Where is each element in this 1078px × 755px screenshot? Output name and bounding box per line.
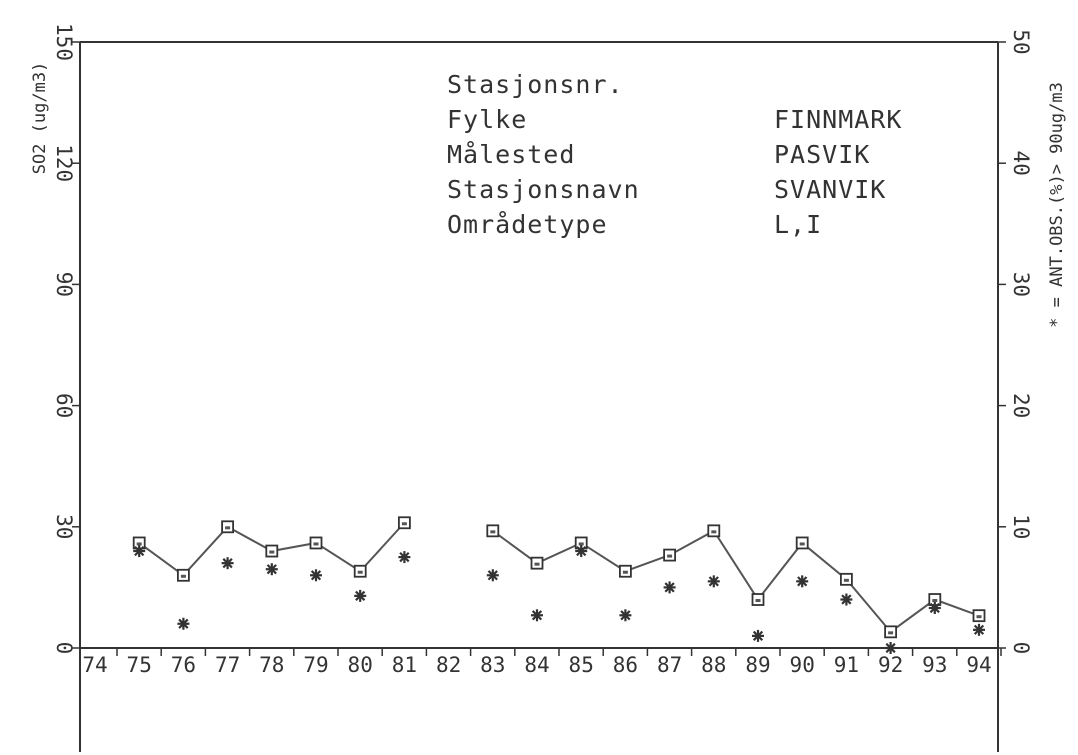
left-tick-label: 120	[52, 144, 76, 182]
right-axis-title: * = ANT.OBS.(%)> 90ug/m3	[1047, 82, 1067, 328]
exceedance-star	[884, 642, 897, 654]
x-tick-label: 92	[878, 653, 903, 677]
x-tick-label: 82	[436, 653, 461, 677]
x-tick-label: 77	[215, 653, 240, 677]
right-tick-label: 0	[1009, 642, 1033, 655]
exceedance-star	[575, 545, 588, 558]
info-label: Stasjonsnavn	[447, 175, 640, 204]
so2-point-center	[843, 578, 849, 582]
so2-point-center	[534, 562, 540, 566]
x-tick-label: 84	[524, 653, 549, 677]
so2-point-center	[180, 574, 186, 578]
so2-point-center	[401, 522, 407, 526]
exceedance-star	[752, 629, 764, 642]
so2-point-center	[622, 570, 628, 574]
right-tick-label: 20	[1009, 393, 1033, 418]
so2-point-center	[976, 615, 982, 619]
exceedance-star	[707, 575, 720, 588]
left-axis-ticks: 0 30 60 90 120 150	[52, 23, 80, 654]
exceedance-star	[928, 602, 941, 615]
exceedance-star	[486, 569, 499, 582]
info-label: Fylke	[447, 105, 527, 134]
so2-point-center	[888, 631, 894, 635]
so2-point-center	[667, 554, 673, 558]
x-tick-label: 93	[922, 653, 947, 677]
left-tick-label: 150	[52, 23, 76, 61]
chart-axes	[79, 41, 999, 752]
so2-point-center	[490, 530, 496, 534]
x-tick-label: 78	[259, 653, 284, 677]
so2-series-line	[492, 529, 980, 634]
exceedance-star	[133, 545, 146, 558]
right-tick-label: 10	[1009, 514, 1033, 539]
so2-point-center	[799, 542, 805, 546]
so2-point-center	[711, 530, 717, 534]
x-tick-label: 76	[171, 653, 196, 677]
x-tick-label: 80	[348, 653, 373, 677]
exceedance-star	[619, 609, 632, 622]
x-tick-label: 94	[966, 653, 991, 677]
exceedance-star	[310, 569, 322, 582]
x-tick-label: 91	[834, 653, 859, 677]
x-tick-label: 85	[569, 653, 594, 677]
exceedance-star	[354, 589, 367, 602]
info-label: Områdetype	[447, 210, 608, 239]
x-axis-ticks: 74 75 76 77 78 79 80 81 82 83 84 85 86 87 88 89 90 91 92 93…	[82, 648, 1002, 677]
x-tick-label: 75	[127, 653, 152, 677]
left-tick-label: 0	[52, 642, 76, 655]
so2-point-center	[136, 542, 142, 546]
info-value: PASVIK	[774, 140, 870, 169]
left-tick-label: 60	[52, 393, 76, 418]
exceedance-star	[840, 593, 853, 606]
station-info-box: Stasjonsnr. Fylke FINNMARK Målested PASVIK St…	[447, 70, 902, 239]
info-label: Målested	[447, 140, 575, 169]
so2-point-center	[357, 570, 363, 574]
x-tick-label: 74	[82, 653, 107, 677]
right-tick-label: 50	[1009, 29, 1033, 54]
so2-point-center	[932, 599, 938, 603]
right-tick-label: 30	[1009, 272, 1033, 297]
x-tick-label: 81	[392, 653, 417, 677]
info-value: FINNMARK	[774, 105, 902, 134]
exceedance-star	[796, 575, 809, 588]
so2-point-center	[269, 550, 275, 554]
left-tick-label: 90	[52, 272, 76, 297]
so2-point-center	[225, 526, 231, 530]
exceedance-star	[221, 557, 234, 570]
x-tick-label: 83	[480, 653, 505, 677]
x-tick-label: 86	[613, 653, 638, 677]
exceedance-star	[973, 623, 985, 636]
so2-point-center	[313, 542, 319, 546]
exceedance-star	[177, 617, 190, 630]
x-tick-label: 89	[745, 653, 770, 677]
info-label: Stasjonsnr.	[447, 70, 624, 99]
info-value: SVANVIK	[774, 175, 886, 204]
x-tick-label: 87	[657, 653, 682, 677]
left-tick-label: 30	[52, 514, 76, 539]
x-tick-label: 90	[790, 653, 815, 677]
so2-point-center	[755, 599, 761, 603]
right-tick-label: 40	[1009, 151, 1033, 176]
exceedance-star	[531, 609, 543, 622]
x-tick-label: 88	[701, 653, 726, 677]
right-axis-ticks: 0 10 20 30 40 50	[998, 29, 1033, 654]
info-value: L,I	[774, 210, 822, 239]
exceedance-star	[398, 551, 411, 564]
exceedance-star	[265, 563, 278, 576]
left-axis-title: SO2 (ug/m3)	[30, 62, 50, 175]
chart-series	[132, 516, 986, 654]
so2-point-center	[578, 542, 584, 546]
x-tick-label: 79	[303, 653, 328, 677]
exceedance-star	[663, 581, 676, 594]
